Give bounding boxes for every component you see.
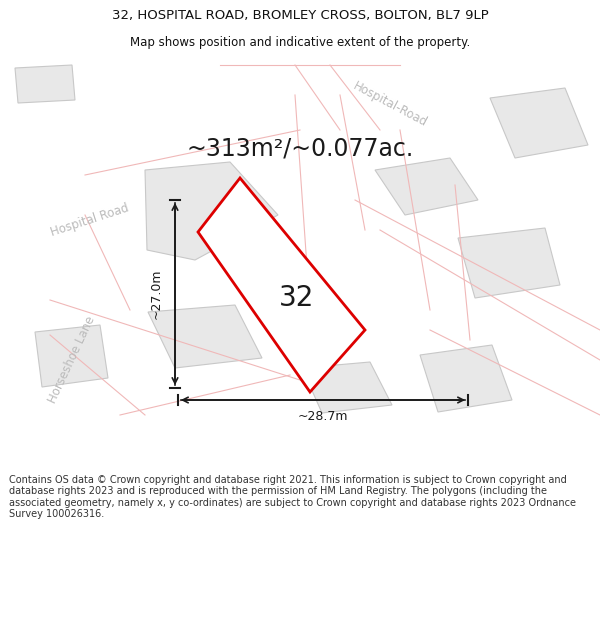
Text: ~313m²/~0.077ac.: ~313m²/~0.077ac.	[187, 136, 413, 160]
Polygon shape	[145, 162, 278, 260]
Polygon shape	[458, 228, 560, 298]
Polygon shape	[420, 345, 512, 412]
Polygon shape	[35, 325, 108, 387]
Polygon shape	[375, 158, 478, 215]
Text: Hospital Road: Hospital Road	[49, 201, 131, 239]
Polygon shape	[490, 88, 588, 158]
Polygon shape	[15, 65, 75, 103]
Text: Hospital-Road: Hospital-Road	[350, 80, 430, 130]
Text: Horseshoe Lane: Horseshoe Lane	[46, 314, 98, 406]
Text: 32, HOSPITAL ROAD, BROMLEY CROSS, BOLTON, BL7 9LP: 32, HOSPITAL ROAD, BROMLEY CROSS, BOLTON…	[112, 9, 488, 22]
Text: 32: 32	[278, 284, 314, 312]
Polygon shape	[198, 178, 365, 392]
Text: Contains OS data © Crown copyright and database right 2021. This information is : Contains OS data © Crown copyright and d…	[9, 474, 576, 519]
Text: ~28.7m: ~28.7m	[298, 410, 348, 423]
Text: ~27.0m: ~27.0m	[150, 269, 163, 319]
Polygon shape	[148, 305, 262, 368]
Text: Map shows position and indicative extent of the property.: Map shows position and indicative extent…	[130, 36, 470, 49]
Polygon shape	[302, 362, 392, 413]
